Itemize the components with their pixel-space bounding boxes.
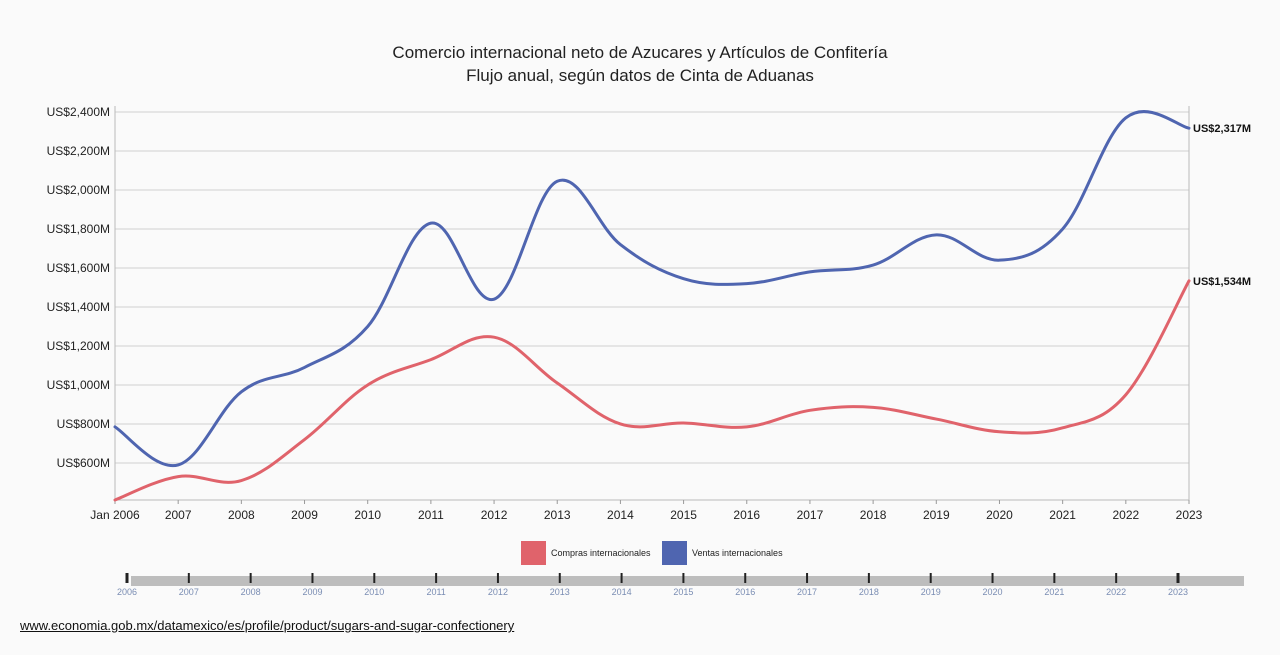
x-tick-label: 2009 (291, 508, 318, 522)
end-labels: US$1,534M US$2,317M (1193, 123, 1251, 288)
x-tick-label: 2008 (228, 508, 255, 522)
y-axis: US$600M US$800M US$1,000M US$1,200M US$1,400… (47, 105, 110, 470)
x-tick-label: 2012 (481, 508, 508, 522)
x-tick-label: 2020 (986, 508, 1013, 522)
y-tick-label: US$1,800M (47, 222, 110, 236)
timeline-track[interactable] (131, 576, 1244, 586)
y-tick-label: US$1,000M (47, 378, 110, 392)
x-tick-label: 2018 (860, 508, 887, 522)
end-label-0: US$1,534M (1193, 276, 1251, 288)
legend-swatch-1[interactable] (662, 541, 687, 565)
timeline-label: 2010 (364, 587, 384, 597)
x-tick-label: 2016 (733, 508, 760, 522)
timeline-label: 2018 (859, 587, 879, 597)
timeline-label: 2020 (983, 587, 1003, 597)
x-tick-label: 2021 (1049, 508, 1076, 522)
gridlines (114, 106, 1190, 501)
timeline-label: 2014 (612, 587, 632, 597)
legend-label-1: Ventas internacionales (692, 548, 783, 558)
series-lines (113, 110, 1191, 502)
legend: Compras internacionales Ventas internacio… (521, 541, 783, 565)
timeline-label: 2012 (488, 587, 508, 597)
y-tick-label: US$2,400M (47, 105, 110, 119)
timeline-label: 2019 (921, 587, 941, 597)
x-tick-label: 2017 (797, 508, 824, 522)
x-tick-label: 2015 (670, 508, 697, 522)
x-tick-label: 2022 (1112, 508, 1139, 522)
timeline-label: 2011 (426, 587, 445, 597)
x-tick-label: 2010 (354, 508, 381, 522)
timeline-label: 2021 (1044, 587, 1064, 597)
chart-subtitle: Flujo anual, según datos de Cinta de Adu… (466, 66, 814, 85)
timeline-label: 2016 (735, 587, 755, 597)
x-tick-label: Jan 2006 (90, 508, 140, 522)
line-chart: Comercio internacional neto de Azucares … (47, 43, 1251, 597)
y-tick-label: US$2,000M (47, 183, 110, 197)
y-tick-label: US$1,200M (47, 339, 110, 353)
series-line-0[interactable] (113, 279, 1191, 502)
x-tick-label: 2014 (607, 508, 634, 522)
y-tick-label: US$600M (57, 456, 110, 470)
timeline-label: 2009 (302, 587, 322, 597)
series-line-1[interactable] (113, 110, 1191, 468)
y-tick-label: US$1,600M (47, 261, 110, 275)
x-axis: Jan 2006 2007 2008 2009 2010 2011 2012 2013 2014… (90, 500, 1203, 522)
timeline-label: 2017 (797, 587, 817, 597)
timeline-label: 2015 (673, 587, 693, 597)
legend-label-0: Compras internacionales (551, 548, 651, 558)
timeline-label: 2006 (117, 587, 137, 597)
legend-swatch-0[interactable] (521, 541, 546, 565)
x-tick-label: 2011 (418, 508, 444, 522)
chart-title: Comercio internacional neto de Azucares … (392, 43, 888, 62)
x-tick-label: 2007 (165, 508, 192, 522)
timeline-label: 2022 (1106, 587, 1126, 597)
timeline-label: 2007 (179, 587, 199, 597)
timeline-brush[interactable]: 2006 2007 2008 2009 2010 2011 2012 2013 2014 2015… (117, 573, 1244, 597)
timeline-label: 2023 (1168, 587, 1188, 597)
x-tick-label: 2023 (1176, 508, 1203, 522)
y-tick-label: US$800M (57, 417, 110, 431)
timeline-label: 2008 (241, 587, 261, 597)
timeline-label: 2013 (550, 587, 570, 597)
end-label-1: US$2,317M (1193, 123, 1251, 135)
y-tick-label: US$1,400M (47, 300, 110, 314)
x-tick-label: 2013 (544, 508, 571, 522)
source-link[interactable]: www.economia.gob.mx/datamexico/es/profil… (20, 618, 515, 633)
y-tick-label: US$2,200M (47, 144, 110, 158)
x-tick-label: 2019 (923, 508, 950, 522)
